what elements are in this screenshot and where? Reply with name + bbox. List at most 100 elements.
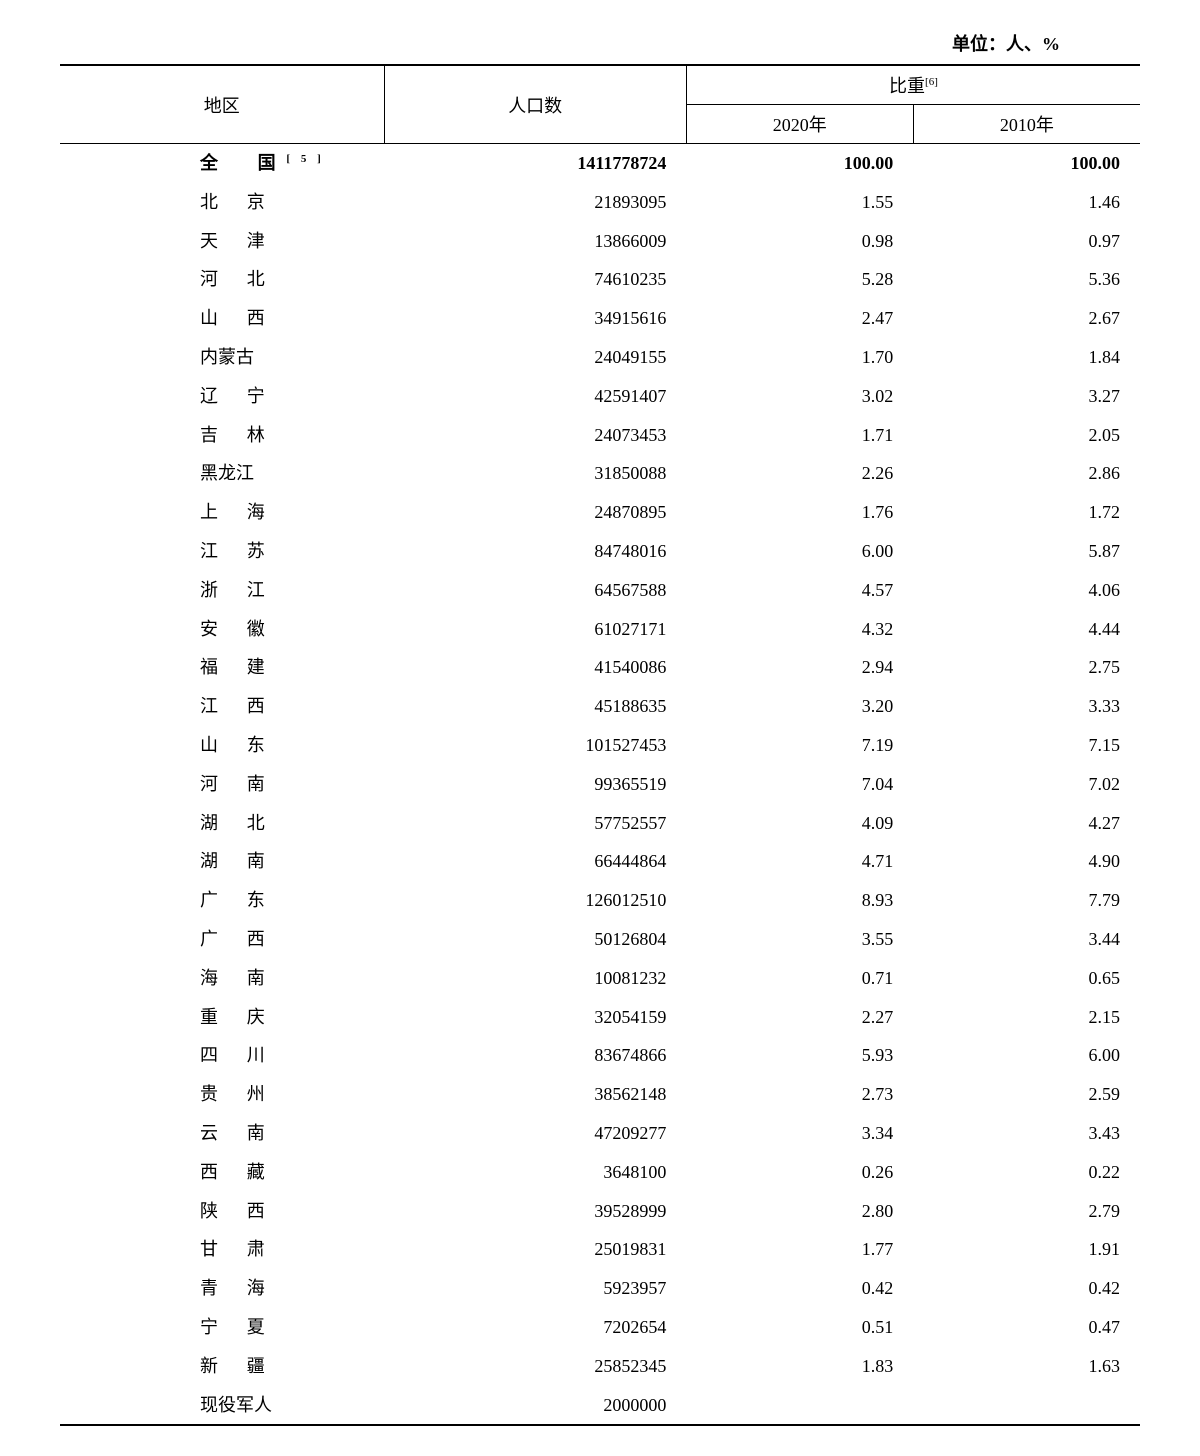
header-year-2010: 2010年 — [913, 105, 1140, 144]
cell-population: 41540086 — [384, 648, 686, 687]
table-row: 福 建415400862.942.75 — [60, 648, 1140, 687]
cell-pct-2020: 2.94 — [686, 648, 913, 687]
cell-population: 24049155 — [384, 338, 686, 377]
cell-population: 84748016 — [384, 532, 686, 571]
cell-pct-2010: 0.65 — [913, 959, 1140, 998]
cell-population: 38562148 — [384, 1075, 686, 1114]
cell-population: 5923957 — [384, 1269, 686, 1308]
cell-population: 21893095 — [384, 183, 686, 222]
table-row: 安 徽610271714.324.44 — [60, 610, 1140, 649]
cell-pct-2020: 2.80 — [686, 1192, 913, 1231]
cell-pct-2010: 7.02 — [913, 765, 1140, 804]
cell-pct-2020: 0.26 — [686, 1153, 913, 1192]
table-row: 云 南472092773.343.43 — [60, 1114, 1140, 1153]
cell-pct-2010: 1.46 — [913, 183, 1140, 222]
cell-region: 湖 北 — [60, 804, 384, 843]
table-row: 海 南100812320.710.65 — [60, 959, 1140, 998]
cell-population: 24870895 — [384, 493, 686, 532]
cell-region: 广 东 — [60, 881, 384, 920]
table-row: 广 东1260125108.937.79 — [60, 881, 1140, 920]
table-row: 北 京218930951.551.46 — [60, 183, 1140, 222]
cell-population: 24073453 — [384, 416, 686, 455]
cell-population: 7202654 — [384, 1308, 686, 1347]
header-population: 人口数 — [384, 65, 686, 144]
table-row: 吉 林240734531.712.05 — [60, 416, 1140, 455]
cell-pct-2010: 2.86 — [913, 454, 1140, 493]
cell-region: 西 藏 — [60, 1153, 384, 1192]
cell-region: 云 南 — [60, 1114, 384, 1153]
cell-population: 101527453 — [384, 726, 686, 765]
cell-population: 31850088 — [384, 454, 686, 493]
table-row: 现役军人2000000 — [60, 1386, 1140, 1426]
cell-pct-2020: 0.71 — [686, 959, 913, 998]
cell-population: 99365519 — [384, 765, 686, 804]
cell-pct-2010: 1.84 — [913, 338, 1140, 377]
cell-region: 福 建 — [60, 648, 384, 687]
total-pct-2010: 100.00 — [913, 144, 1140, 183]
cell-region: 北 京 — [60, 183, 384, 222]
cell-region: 青 海 — [60, 1269, 384, 1308]
cell-population: 57752557 — [384, 804, 686, 843]
cell-pct-2010: 4.27 — [913, 804, 1140, 843]
table-row: 辽 宁425914073.023.27 — [60, 377, 1140, 416]
cell-region: 陕 西 — [60, 1192, 384, 1231]
cell-pct-2010: 5.87 — [913, 532, 1140, 571]
cell-region: 河 南 — [60, 765, 384, 804]
cell-pct-2020: 0.98 — [686, 222, 913, 261]
cell-pct-2010: 3.44 — [913, 920, 1140, 959]
cell-region: 广 西 — [60, 920, 384, 959]
table-row: 内蒙古240491551.701.84 — [60, 338, 1140, 377]
table-row: 湖 南664448644.714.90 — [60, 842, 1140, 881]
cell-pct-2020: 1.70 — [686, 338, 913, 377]
table-row: 黑龙江318500882.262.86 — [60, 454, 1140, 493]
population-table: 地区 人口数 比重[6] 2020年 2010年 全 国[5] 14117787… — [60, 64, 1140, 1426]
cell-region: 天 津 — [60, 222, 384, 261]
cell-pct-2020 — [686, 1386, 913, 1426]
cell-pct-2010: 2.05 — [913, 416, 1140, 455]
cell-region: 河 北 — [60, 260, 384, 299]
cell-pct-2010: 0.97 — [913, 222, 1140, 261]
table-row: 甘 肃250198311.771.91 — [60, 1230, 1140, 1269]
cell-region: 浙 江 — [60, 571, 384, 610]
cell-population: 34915616 — [384, 299, 686, 338]
cell-pct-2010: 5.36 — [913, 260, 1140, 299]
cell-region: 重 庆 — [60, 998, 384, 1037]
table-row: 重 庆320541592.272.15 — [60, 998, 1140, 1037]
table-row: 陕 西395289992.802.79 — [60, 1192, 1140, 1231]
cell-population: 39528999 — [384, 1192, 686, 1231]
cell-population: 32054159 — [384, 998, 686, 1037]
table-row: 宁 夏72026540.510.47 — [60, 1308, 1140, 1347]
cell-region: 甘 肃 — [60, 1230, 384, 1269]
table-row: 浙 江645675884.574.06 — [60, 571, 1140, 610]
cell-region: 江 苏 — [60, 532, 384, 571]
cell-pct-2010: 4.06 — [913, 571, 1140, 610]
cell-population: 64567588 — [384, 571, 686, 610]
cell-region: 上 海 — [60, 493, 384, 532]
cell-pct-2010: 1.91 — [913, 1230, 1140, 1269]
cell-population: 83674866 — [384, 1036, 686, 1075]
cell-population: 45188635 — [384, 687, 686, 726]
cell-pct-2020: 3.55 — [686, 920, 913, 959]
cell-region: 海 南 — [60, 959, 384, 998]
table-row: 河 南993655197.047.02 — [60, 765, 1140, 804]
cell-population: 3648100 — [384, 1153, 686, 1192]
total-pct-2020: 100.00 — [686, 144, 913, 183]
cell-pct-2020: 0.51 — [686, 1308, 913, 1347]
table-row: 四 川836748665.936.00 — [60, 1036, 1140, 1075]
table-row: 西 藏36481000.260.22 — [60, 1153, 1140, 1192]
cell-region: 贵 州 — [60, 1075, 384, 1114]
cell-region: 山 西 — [60, 299, 384, 338]
cell-region: 现役军人 — [60, 1386, 384, 1426]
cell-population: 50126804 — [384, 920, 686, 959]
header-year-2020: 2020年 — [686, 105, 913, 144]
cell-pct-2020: 4.71 — [686, 842, 913, 881]
cell-pct-2020: 2.26 — [686, 454, 913, 493]
table-row: 上 海248708951.761.72 — [60, 493, 1140, 532]
cell-pct-2020: 1.77 — [686, 1230, 913, 1269]
cell-region: 山 东 — [60, 726, 384, 765]
cell-pct-2010: 7.79 — [913, 881, 1140, 920]
cell-pct-2010: 0.42 — [913, 1269, 1140, 1308]
cell-population: 25019831 — [384, 1230, 686, 1269]
cell-region: 辽 宁 — [60, 377, 384, 416]
cell-region: 安 徽 — [60, 610, 384, 649]
